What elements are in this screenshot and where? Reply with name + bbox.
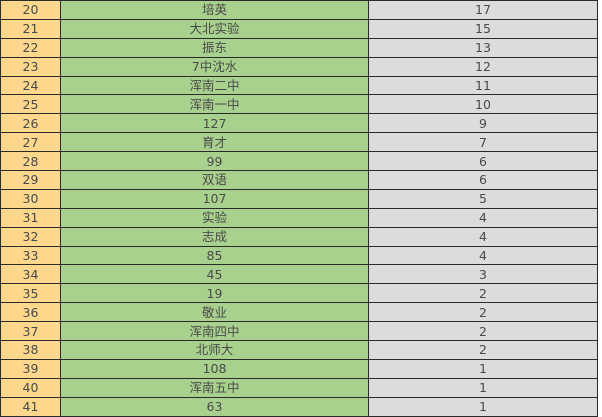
table-row: 23 7中沈水 12 [0,56,598,77]
table-row: 40 浑南五中 1 [0,377,598,398]
row-index-cell[interactable]: 37 [0,321,61,342]
row-index-cell[interactable]: 33 [0,245,61,266]
school-name-cell[interactable]: 浑南五中 [60,377,369,398]
table-row: 30 107 5 [0,188,598,209]
table-row: 32 志成 4 [0,226,598,247]
school-name-cell[interactable]: 107 [60,188,369,209]
school-name-cell[interactable]: 85 [60,245,369,266]
count-cell[interactable]: 2 [368,302,598,323]
table-row: 27 育才 7 [0,132,598,153]
table-row: 24 浑南二中 11 [0,75,598,96]
row-index-cell[interactable]: 20 [0,0,61,20]
count-cell[interactable]: 15 [368,18,598,39]
school-name-cell[interactable]: 99 [60,151,369,172]
row-index-cell[interactable]: 26 [0,113,61,134]
count-cell[interactable]: 1 [368,396,598,417]
count-cell[interactable]: 11 [368,75,598,96]
row-index-cell[interactable]: 28 [0,151,61,172]
table-row: 33 85 4 [0,245,598,266]
school-name-cell[interactable]: 45 [60,264,369,285]
count-cell[interactable]: 4 [368,207,598,228]
table-row: 36 敬业 2 [0,302,598,323]
table-row: 38 北师大 2 [0,340,598,360]
count-cell[interactable]: 1 [368,358,598,379]
count-cell[interactable]: 13 [368,37,598,58]
row-index-cell[interactable]: 31 [0,207,61,228]
school-name-cell[interactable]: 127 [60,113,369,134]
table-row: 25 浑南一中 10 [0,94,598,115]
table-row: 21 大北实验 15 [0,18,598,39]
school-name-cell[interactable]: 培英 [60,0,369,20]
row-index-cell[interactable]: 40 [0,377,61,398]
table-row: 29 双语 6 [0,170,598,190]
school-name-cell[interactable]: 63 [60,396,369,417]
count-cell[interactable]: 1 [368,377,598,398]
count-cell[interactable]: 17 [368,0,598,20]
count-cell[interactable]: 3 [368,264,598,285]
count-cell[interactable]: 6 [368,151,598,172]
row-index-cell[interactable]: 32 [0,226,61,247]
table-row: 22 振东 13 [0,37,598,58]
row-index-cell[interactable]: 25 [0,94,61,115]
school-name-cell[interactable]: 育才 [60,132,369,153]
row-index-cell[interactable]: 36 [0,302,61,323]
school-name-cell[interactable]: 浑南四中 [60,321,369,342]
school-name-cell[interactable]: 敬业 [60,302,369,323]
count-cell[interactable]: 10 [368,94,598,115]
count-cell[interactable]: 9 [368,113,598,134]
count-cell[interactable]: 12 [368,56,598,77]
table-row: 34 45 3 [0,264,598,285]
school-name-cell[interactable]: 实验 [60,207,369,228]
count-cell[interactable]: 4 [368,226,598,247]
count-cell[interactable]: 7 [368,132,598,153]
count-cell[interactable]: 2 [368,283,598,304]
row-index-cell[interactable]: 41 [0,396,61,417]
school-name-cell[interactable]: 浑南一中 [60,94,369,115]
count-cell[interactable]: 2 [368,321,598,342]
table-row: 35 19 2 [0,283,598,304]
school-name-cell[interactable]: 北师大 [60,340,369,360]
table-row: 28 99 6 [0,151,598,172]
row-index-cell[interactable]: 27 [0,132,61,153]
table-row: 39 108 1 [0,358,598,379]
row-index-cell[interactable]: 34 [0,264,61,285]
row-index-cell[interactable]: 30 [0,188,61,209]
school-name-cell[interactable]: 大北实验 [60,18,369,39]
row-index-cell[interactable]: 22 [0,37,61,58]
school-name-cell[interactable]: 7中沈水 [60,56,369,77]
count-cell[interactable]: 4 [368,245,598,266]
row-index-cell[interactable]: 35 [0,283,61,304]
table-row: 26 127 9 [0,113,598,134]
row-index-cell[interactable]: 39 [0,358,61,379]
count-cell[interactable]: 6 [368,170,598,190]
school-name-cell[interactable]: 19 [60,283,369,304]
row-index-cell[interactable]: 29 [0,170,61,190]
school-name-cell[interactable]: 108 [60,358,369,379]
row-index-cell[interactable]: 38 [0,340,61,360]
table-row: 41 63 1 [0,396,598,417]
row-index-cell[interactable]: 24 [0,75,61,96]
school-name-cell[interactable]: 振东 [60,37,369,58]
count-cell[interactable]: 2 [368,340,598,360]
table-row: 20 培英 17 [0,0,598,20]
count-cell[interactable]: 5 [368,188,598,209]
table-row: 37 浑南四中 2 [0,321,598,342]
row-index-cell[interactable]: 23 [0,56,61,77]
table-row: 31 实验 4 [0,207,598,228]
school-name-cell[interactable]: 浑南二中 [60,75,369,96]
row-index-cell[interactable]: 21 [0,18,61,39]
school-name-cell[interactable]: 志成 [60,226,369,247]
school-name-cell[interactable]: 双语 [60,170,369,190]
